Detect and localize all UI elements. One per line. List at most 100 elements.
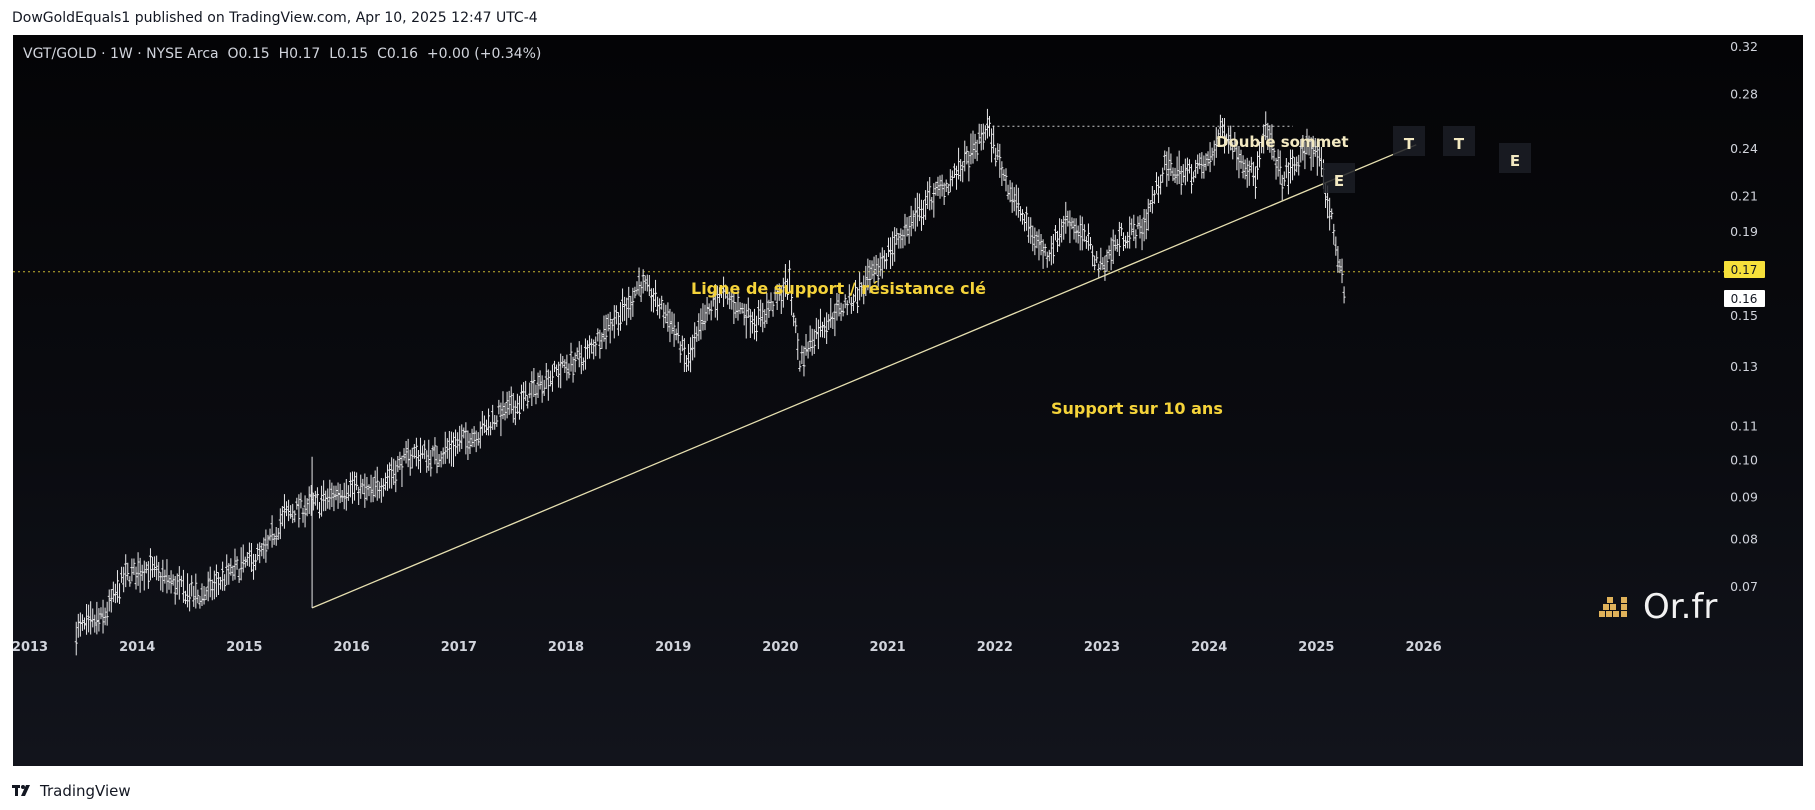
ohlc-bar (1080, 216, 1084, 251)
ohlc-bar (1340, 258, 1344, 284)
ohlc-bar (1251, 161, 1255, 187)
ohlc-bar (219, 576, 223, 590)
ohlc-bar (804, 333, 808, 356)
chart-frame[interactable]: 0.32 0.28 0.24 0.21 0.19 0.15 0.13 0.11 0.10 0.09… (13, 35, 1803, 766)
ohlc-bar (419, 437, 423, 473)
ohlc-bar (722, 276, 726, 307)
ohlc-bar (880, 247, 884, 279)
footer-brand: TradingView (40, 782, 131, 800)
ohlc-bar (130, 558, 134, 582)
ohlc-bar (952, 163, 956, 178)
ohlc-bar (769, 292, 773, 311)
ohlc-bar (1159, 174, 1163, 195)
ohlc-bar (1282, 171, 1286, 187)
ohlc-bar (647, 275, 651, 296)
ohlc-bar (744, 303, 748, 339)
ohlc-bar (581, 357, 585, 371)
ohlc-bar (231, 565, 235, 581)
ohlc-bar (1025, 206, 1029, 231)
ohlc-bar (93, 614, 97, 633)
ohlc-bar (1097, 263, 1101, 278)
ohlc-bar (1288, 149, 1292, 184)
ohlc-bar (342, 482, 346, 510)
ohlc-bar (1070, 217, 1074, 230)
ohlc-bar (115, 570, 119, 603)
ohlc-bar (122, 566, 126, 593)
ohlc-bar (111, 581, 115, 603)
ohlc-bar (680, 335, 684, 352)
ohlc-bar (1101, 257, 1105, 270)
ohlc-bar (565, 354, 569, 381)
ohlc-bar (816, 319, 820, 350)
ohlc-bar (1084, 236, 1088, 249)
ohlc-bar (950, 170, 954, 187)
ohlc-bar (276, 528, 280, 540)
ohlc-bar (433, 437, 437, 465)
ohlc-bar (1192, 171, 1196, 183)
price-chart[interactable]: 0.32 0.28 0.24 0.21 0.19 0.15 0.13 0.11 0.10 0.09… (13, 35, 1803, 766)
ohlc-bar (1220, 118, 1224, 137)
ohlc-bar (146, 561, 150, 589)
ohlc-bar (823, 317, 827, 339)
ohlc-bar (315, 487, 319, 510)
ohlc-bar (381, 478, 385, 497)
ohlc-bar (361, 478, 365, 495)
ohlc-bar (544, 363, 548, 390)
ohlc-bar (835, 292, 839, 321)
ohlc-bar (338, 483, 342, 504)
ohlc-bar (340, 490, 344, 502)
ohlc-bar (161, 559, 165, 593)
ohlc-bar (295, 497, 299, 510)
ohlc-bar (1278, 150, 1282, 185)
ohlc-bar (443, 431, 447, 464)
ohlc-bar (216, 572, 220, 595)
ohlc-bar (324, 490, 328, 511)
ohlc-bar (1068, 210, 1072, 244)
ohlc-bar (1293, 157, 1297, 176)
ohlc-bar (392, 458, 396, 485)
ohlc-bar (266, 534, 270, 550)
ohlc-bar (1099, 247, 1103, 271)
ohlc-bar (812, 329, 816, 354)
ohlc-bar (421, 445, 425, 459)
ohlc-bar (254, 553, 258, 571)
ohlc-bar (979, 124, 983, 151)
ohlc-bar (1280, 174, 1284, 201)
ohlc-bar (961, 161, 965, 183)
ohlc-bar (899, 228, 903, 249)
ohlc-bar (963, 140, 967, 172)
ohlc-bar (517, 395, 521, 420)
ohlc-bar (480, 411, 484, 436)
ohlc-bar (1336, 245, 1340, 273)
ohlc-bar (425, 450, 429, 473)
ohlc-bar (715, 285, 719, 321)
ohlc-bar (491, 404, 495, 430)
ohlc-bar (243, 556, 247, 568)
ohlc-bar (1146, 198, 1150, 231)
ohlc-bar (1171, 167, 1175, 182)
ohlc-bar (837, 293, 841, 317)
ohlc-bar (707, 303, 711, 315)
ohlc-bar (1233, 132, 1237, 152)
ohlc-bar (662, 302, 666, 328)
footer[interactable]: TradingView (12, 780, 131, 802)
ohlc-bar (876, 258, 880, 287)
ohlc-bar (128, 576, 132, 587)
ohlc-bar (596, 328, 600, 342)
ohlc-bar (742, 303, 746, 326)
ohlc-bar (903, 213, 907, 246)
ohlc-bar (874, 254, 878, 275)
ohlc-bar (1012, 187, 1016, 212)
ohlc-bar (289, 505, 293, 519)
ohlc-bar (639, 281, 643, 302)
ohlc-bar (1122, 232, 1125, 252)
ohlc-bar (431, 445, 435, 457)
ohlc-bar (1286, 162, 1290, 195)
ohlc-bar (790, 288, 794, 316)
ohlc-bar (996, 143, 1000, 161)
ohlc-bar (474, 430, 478, 453)
ohlc-bar (260, 542, 264, 557)
y-tick-label: 0.32 (1730, 39, 1758, 54)
ohlc-bar (833, 303, 837, 337)
ohlc-bar (1066, 210, 1070, 227)
